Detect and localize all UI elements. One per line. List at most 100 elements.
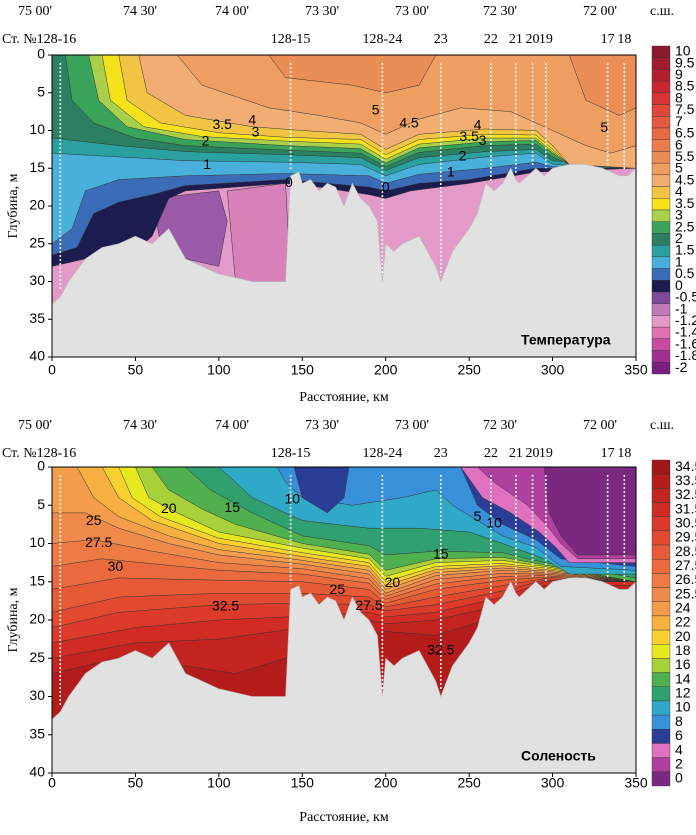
colorbar-box — [651, 268, 671, 281]
contour-label: 3 — [252, 123, 260, 139]
x-axis-title: Расстояние, км — [299, 810, 389, 825]
station-label: 20 — [526, 446, 540, 461]
contour-label: 3 — [479, 132, 487, 148]
latitude-label: 72 00' — [583, 418, 617, 433]
contour-label: 0 — [382, 179, 390, 195]
contour-label: 25 — [330, 581, 346, 597]
colorbar-label: 0 — [675, 770, 683, 786]
colorbar-box — [651, 104, 671, 117]
colorbar-box — [651, 198, 671, 211]
latitude-label: с.ш. — [650, 4, 674, 19]
colorbar-label: -2 — [675, 359, 688, 375]
contour-band — [227, 183, 290, 281]
colorbar-label: 18 — [675, 642, 691, 658]
colorbar-label: 2 — [675, 755, 683, 771]
x-tick-label: 150 — [291, 775, 315, 791]
station-label: 128-15 — [271, 32, 311, 47]
colorbar-box — [651, 209, 671, 222]
colorbar-label: 6 — [675, 136, 683, 152]
x-tick-label: 200 — [374, 775, 398, 791]
y-tick-label: 15 — [29, 572, 45, 588]
contour-label: 20 — [161, 500, 177, 516]
colorbar-label: 27.5 — [675, 557, 696, 573]
contour-band — [177, 55, 636, 153]
x-tick-label: 350 — [624, 775, 648, 791]
colorbar-box — [651, 139, 671, 152]
colorbar-label: 31.5 — [675, 500, 696, 516]
x-tick-label: 200 — [374, 362, 398, 378]
colorbar-box — [651, 672, 671, 687]
contour-label: 5 — [474, 508, 482, 524]
latitude-label: 72 00' — [583, 4, 617, 19]
colorbar-label: 7 — [675, 113, 683, 129]
colorbar-label: -1.2 — [675, 312, 696, 328]
y-tick-label: 35 — [29, 725, 45, 741]
colorbar-box — [651, 686, 671, 702]
colorbar-box — [651, 516, 671, 532]
x-tick-label: 250 — [457, 775, 481, 791]
colorbar-box — [651, 502, 671, 517]
y-tick-label: 0 — [37, 458, 45, 474]
colorbar-box — [651, 544, 671, 560]
colorbar-label: 4 — [675, 183, 683, 199]
colorbar-box — [651, 700, 671, 716]
colorbar-box — [651, 233, 671, 246]
x-tick-label: 100 — [207, 362, 231, 378]
contour-label: 3.5 — [212, 116, 232, 132]
colorbar-box — [651, 658, 671, 673]
sea-bottom — [51, 164, 637, 358]
colorbar-label: 4 — [675, 741, 683, 757]
station-label: 21 — [509, 446, 523, 461]
latitude-label: 75 00' — [18, 4, 52, 19]
colorbar-label: 3.5 — [675, 195, 695, 211]
y-tick-label: 0 — [37, 46, 45, 62]
colorbar-box — [651, 57, 671, 70]
colorbar-box — [651, 573, 671, 588]
contour-label: 1 — [447, 163, 455, 179]
contour-label: 4.5 — [399, 114, 419, 130]
y-tick-label: 20 — [29, 611, 45, 627]
colorbar-label: 7.5 — [675, 101, 695, 117]
colorbar-box — [651, 459, 671, 475]
contour-label: 0 — [285, 174, 293, 190]
colorbar-label: 9 — [675, 66, 683, 82]
colorbar-box — [651, 559, 671, 574]
y-tick-label: 35 — [29, 310, 45, 326]
colorbar-box — [651, 116, 671, 129]
station-label: 128-24 — [363, 32, 403, 47]
colorbar-box — [651, 644, 671, 659]
contour-label: 5 — [600, 119, 608, 135]
colorbar-box — [651, 587, 671, 602]
contour-label: 2 — [459, 148, 467, 164]
y-tick-label: 5 — [37, 83, 45, 99]
colorbar-label: 29.5 — [675, 529, 696, 545]
x-tick-label: 300 — [541, 362, 565, 378]
colorbar-label: 25.5 — [675, 585, 696, 601]
x-axis-title: Расстояние, км — [299, 390, 389, 405]
colorbar-label: 6.5 — [675, 125, 695, 141]
colorbar-label: 10 — [675, 43, 691, 59]
colorbar-box — [651, 629, 671, 645]
contour-label: 3.5 — [459, 128, 479, 144]
contour-label: 1 — [203, 156, 211, 172]
station-label: 21 — [509, 32, 523, 47]
latitude-label: 72 30' — [483, 4, 517, 19]
latitude-label: 73 30' — [305, 418, 339, 433]
colorbar-box — [651, 743, 671, 758]
station-label: Ст. №128-16 — [2, 446, 76, 461]
colorbar-label: 8 — [675, 713, 683, 729]
y-axis-title: Глубина, м — [6, 173, 21, 238]
colorbar-label: 33.5 — [675, 472, 696, 488]
contour-label: 30 — [108, 558, 124, 574]
colorbar-box — [651, 338, 671, 351]
colorbar-label: 4.5 — [675, 171, 695, 187]
x-tick-label: 100 — [207, 775, 231, 791]
colorbar-box — [651, 280, 671, 293]
colorbar-box — [651, 729, 671, 744]
latitude-label: 73 30' — [305, 4, 339, 19]
contour-label: 27.5 — [85, 534, 112, 550]
y-tick-label: 15 — [29, 159, 45, 175]
contour-label: 2 — [202, 133, 210, 149]
temperature-field — [52, 55, 636, 357]
station-label: 17 — [601, 32, 615, 47]
